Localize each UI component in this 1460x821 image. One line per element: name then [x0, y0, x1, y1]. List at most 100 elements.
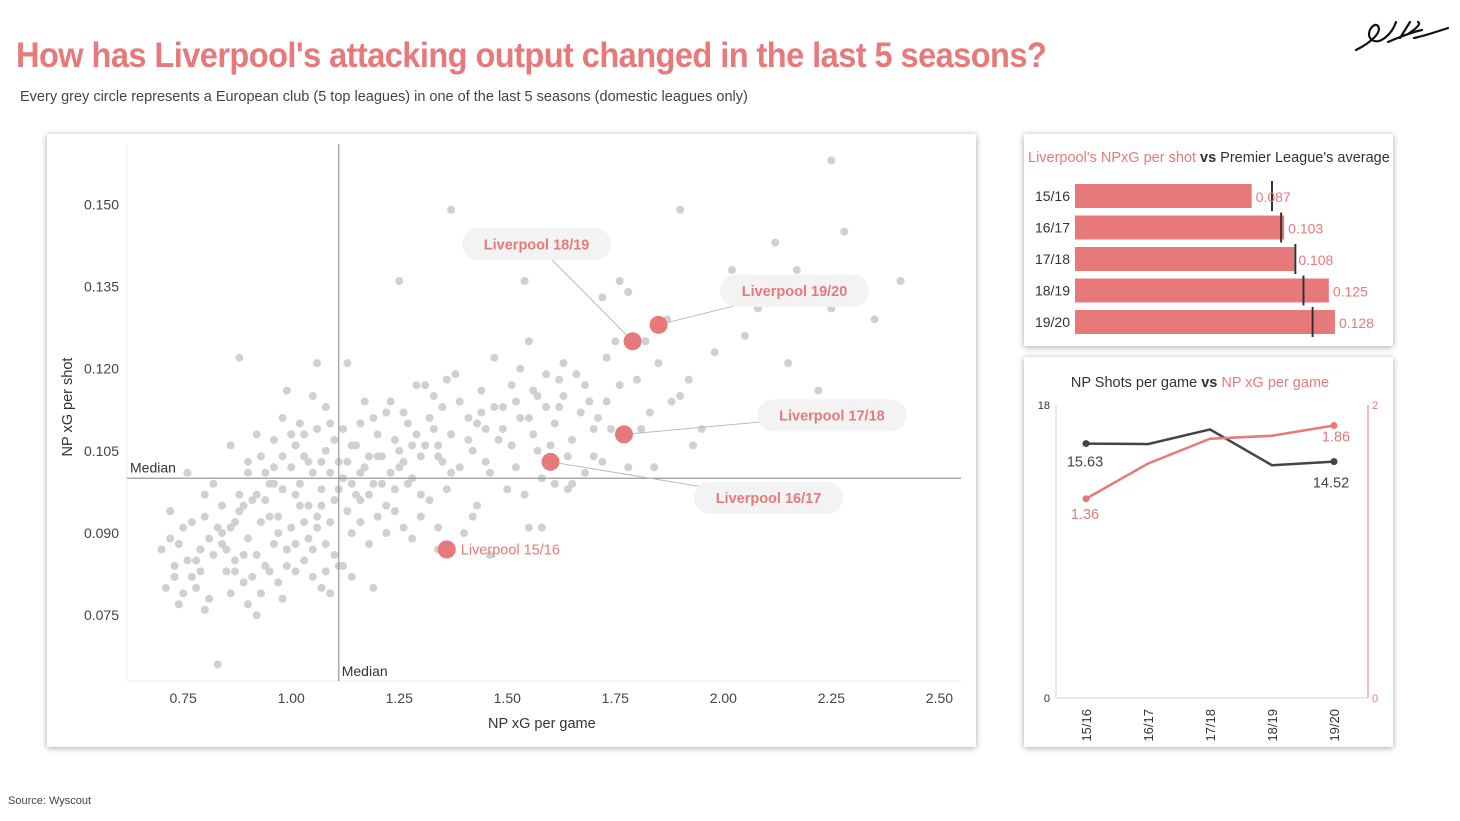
club-season-point [261, 468, 270, 477]
scatter-panel: 0.75 1.00 1.25 1.50 1.75 2.00 2.25 2.50 0.075 0.0… [47, 134, 976, 747]
right-tick-label: 2 [1372, 400, 1378, 412]
club-season-point [399, 408, 408, 417]
club-season-point [710, 348, 719, 357]
liverpool-point [541, 452, 560, 471]
club-season-point [667, 397, 676, 406]
bar-value-label: 0.103 [1288, 221, 1323, 237]
club-season-point [390, 485, 399, 494]
club-season-point [213, 523, 222, 532]
club-season-point [568, 435, 577, 444]
source-note: Source: Wyscout [8, 795, 92, 807]
series-value-label: 1.36 [1071, 507, 1099, 523]
club-season-point [447, 468, 456, 477]
club-season-point [637, 424, 646, 433]
club-season-point [282, 545, 291, 554]
x-axis-title: NP xG per game [488, 716, 596, 732]
annotation-pill [757, 399, 907, 432]
club-season-point [213, 660, 222, 669]
club-season-point [321, 446, 330, 455]
club-season-point [231, 556, 240, 565]
line-panel: NP Shots per game vs NP xG per game 18 0 2 0… [1024, 357, 1393, 747]
club-season-point [870, 315, 879, 324]
bar-title-part: Premier League's average [1220, 150, 1390, 166]
club-season-point [269, 463, 278, 472]
liverpool-label: Liverpool 18/19 [484, 237, 590, 253]
club-season-point [313, 523, 322, 532]
club-season-point [170, 561, 179, 570]
club-season-point [321, 403, 330, 412]
median-y-label: Median [130, 459, 176, 475]
club-season-point [399, 523, 408, 532]
club-season-point [382, 529, 391, 538]
club-season-point [490, 353, 499, 362]
club-season-point [304, 534, 313, 543]
club-season-point [326, 589, 335, 598]
club-season-point [814, 386, 823, 395]
club-season-point [196, 545, 205, 554]
club-season-point [269, 435, 278, 444]
median-x-label: Median [342, 663, 388, 679]
bar-chart: Liverpool's NPxG per shot vs Premier Lea… [1028, 150, 1390, 337]
left-tick-label: 18 [1038, 400, 1050, 412]
club-season-point [771, 238, 780, 247]
club-season-point [209, 550, 218, 559]
club-season-point [166, 507, 175, 516]
club-season-point [192, 583, 201, 592]
club-season-point [274, 512, 283, 521]
club-season-point [645, 408, 654, 417]
club-season-point [429, 392, 438, 401]
club-season-point [231, 567, 240, 576]
club-season-point [192, 556, 201, 565]
club-season-point [304, 501, 313, 510]
club-season-point [408, 534, 417, 543]
club-season-point [438, 457, 447, 466]
club-season-point [615, 381, 624, 390]
liverpool-annotation: Liverpool 19/20 [649, 274, 870, 334]
x-tick-label: 1.50 [494, 690, 521, 706]
club-season-point [377, 452, 386, 461]
x-category-label: 17/18 [1203, 709, 1218, 742]
x-category-label: 18/19 [1265, 709, 1280, 742]
club-season-point [360, 463, 369, 472]
club-season-point [356, 496, 365, 505]
liverpool-annotation: Liverpool 15/16 [437, 540, 560, 559]
club-season-point [792, 266, 801, 275]
club-season-point [356, 468, 365, 477]
club-season-point [360, 397, 369, 406]
club-season-point [369, 583, 378, 592]
club-season-point [697, 424, 706, 433]
left-tick-label: 0 [1044, 693, 1050, 705]
page-subtitle: Every grey circle represents a European … [20, 89, 748, 105]
club-season-point [373, 430, 382, 439]
club-season-point [542, 403, 551, 412]
club-season-point [447, 205, 456, 214]
x-tick-label: 1.75 [602, 690, 629, 706]
line-chart: NP Shots per game vs NP xG per game 18 0 2 0… [1038, 375, 1378, 742]
club-season-point [403, 419, 412, 428]
club-season-point [598, 293, 607, 302]
bar-category-label: 16/17 [1035, 220, 1070, 236]
club-season-point [166, 534, 175, 543]
x-category-label: 15/16 [1079, 709, 1094, 742]
club-season-point [369, 413, 378, 422]
club-season-point [840, 227, 849, 236]
club-season-point [235, 507, 244, 516]
club-season-point [412, 430, 421, 439]
club-season-point [382, 408, 391, 417]
club-season-point [347, 572, 356, 581]
club-season-point [347, 479, 356, 488]
club-season-point [740, 331, 749, 340]
bar [1075, 184, 1252, 208]
club-season-point [390, 507, 399, 516]
club-season-point [200, 512, 209, 521]
club-season-point [447, 430, 456, 439]
club-season-point [434, 452, 443, 461]
y-tick-label: 0.135 [84, 278, 119, 294]
club-season-point [516, 413, 525, 422]
club-season-point [684, 375, 693, 384]
club-season-point [516, 364, 525, 373]
club-season-point [274, 578, 283, 587]
club-season-point [278, 413, 287, 422]
club-season-point [559, 359, 568, 368]
club-season-point [477, 408, 486, 417]
